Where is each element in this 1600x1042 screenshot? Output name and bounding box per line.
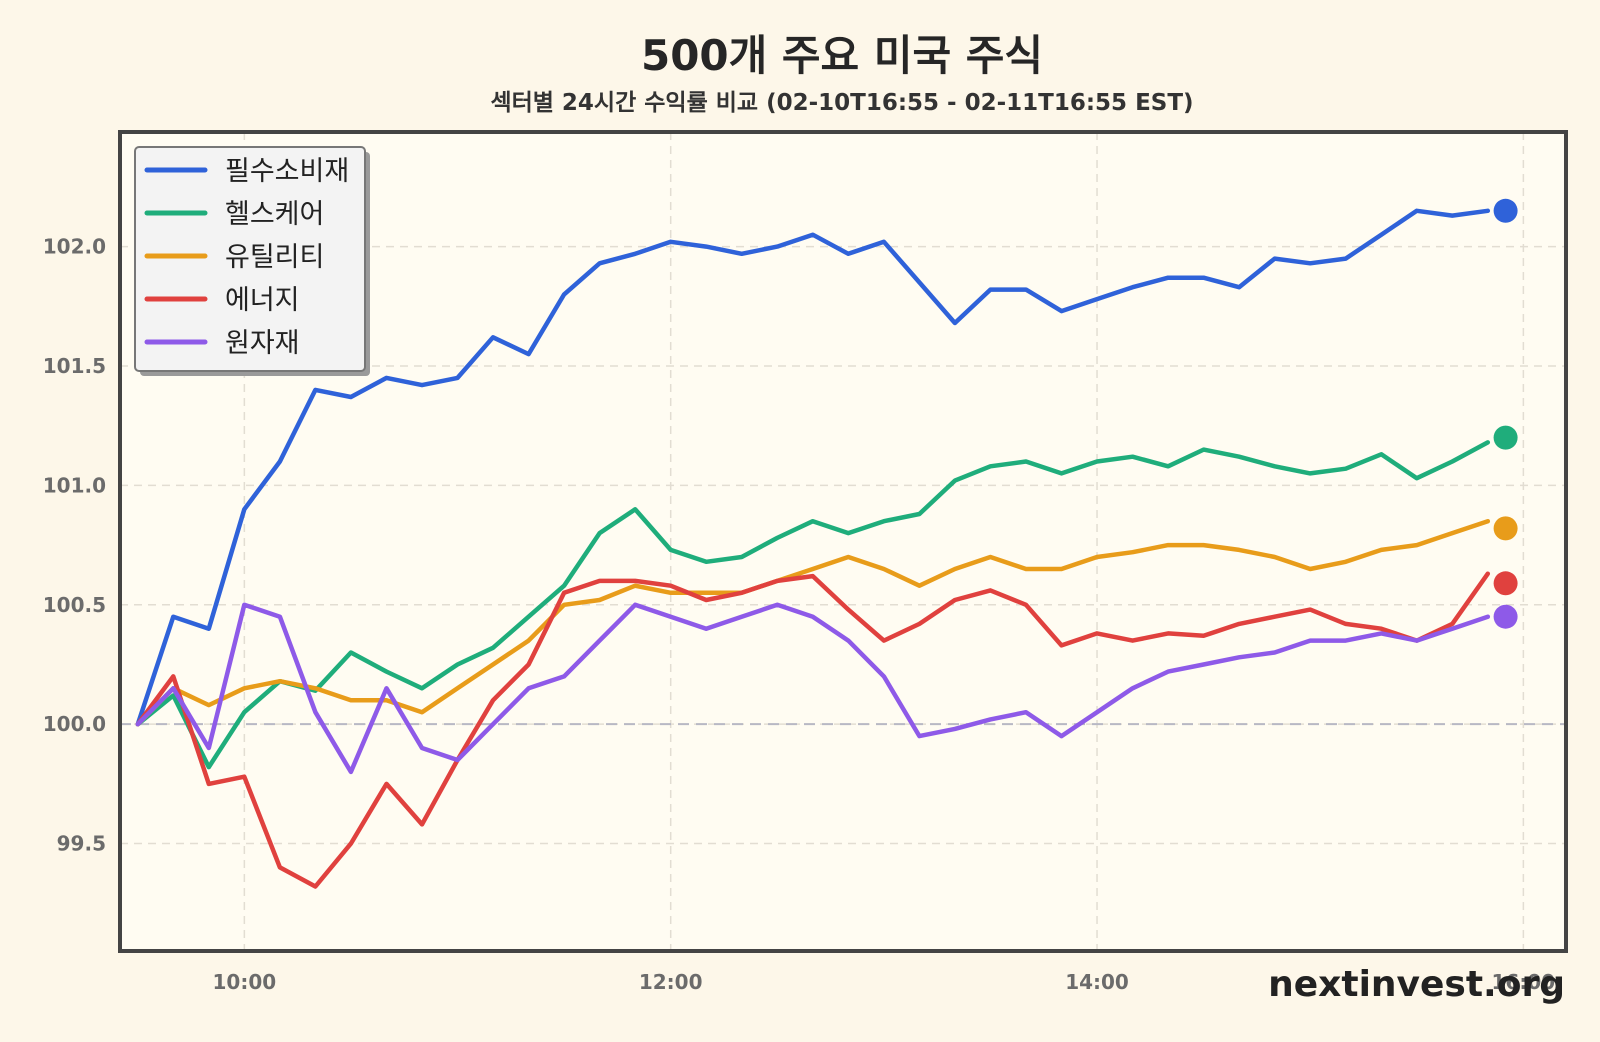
y-tick-label: 100.0 (43, 712, 106, 736)
y-tick-label: 102.0 (43, 235, 106, 259)
series-line (135, 571, 1491, 889)
end-markers (1493, 198, 1518, 629)
plot-frame (118, 130, 1568, 953)
series-line (135, 602, 1491, 775)
series-line (135, 518, 1491, 727)
series-end-marker (1493, 516, 1518, 541)
series-lines (135, 208, 1491, 889)
axis-labels: 99.5 100.0 100.5 101.0 101.5 102.0 10:00 12:00 1… (43, 235, 1555, 994)
watermark: nextinvest.org (1268, 964, 1565, 1005)
chart-title: 500개 주요 미국 주식 (641, 31, 1043, 80)
series-line (135, 208, 1491, 727)
legend-label: 헬스케어 (225, 199, 324, 230)
series-end-marker (1493, 571, 1518, 596)
y-tick-label: 101.5 (43, 354, 106, 378)
y-tick-label: 101.0 (43, 473, 106, 497)
series-end-marker (1493, 604, 1518, 629)
x-tick-label: 12:00 (639, 970, 703, 994)
series-end-marker (1493, 198, 1518, 223)
x-tick-label: 10:00 (213, 970, 277, 994)
legend-box (134, 146, 366, 372)
x-tick-label: 14:00 (1065, 970, 1129, 994)
series-line (135, 440, 1491, 770)
legend-label: 에너지 (225, 285, 300, 316)
legend-label: 유틸리티 (225, 242, 324, 273)
y-tick-label: 99.5 (57, 832, 106, 856)
series-end-marker (1493, 425, 1518, 450)
legend-label: 원자재 (225, 328, 300, 359)
y-tick-label: 100.5 (43, 593, 106, 617)
legend-label: 필수소비재 (225, 156, 349, 187)
x-tick-label: 16:00 (1492, 970, 1556, 994)
chart-subtitle: 섹터별 24시간 수익률 비교 (02-10T16:55 - 02-11T16:… (490, 90, 1193, 116)
